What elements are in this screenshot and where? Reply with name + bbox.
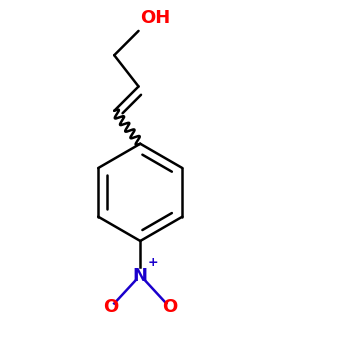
Text: OH: OH <box>140 9 170 27</box>
Text: +: + <box>148 257 159 270</box>
Text: N: N <box>133 267 148 285</box>
Text: O: O <box>103 298 118 316</box>
Text: O: O <box>162 298 177 316</box>
